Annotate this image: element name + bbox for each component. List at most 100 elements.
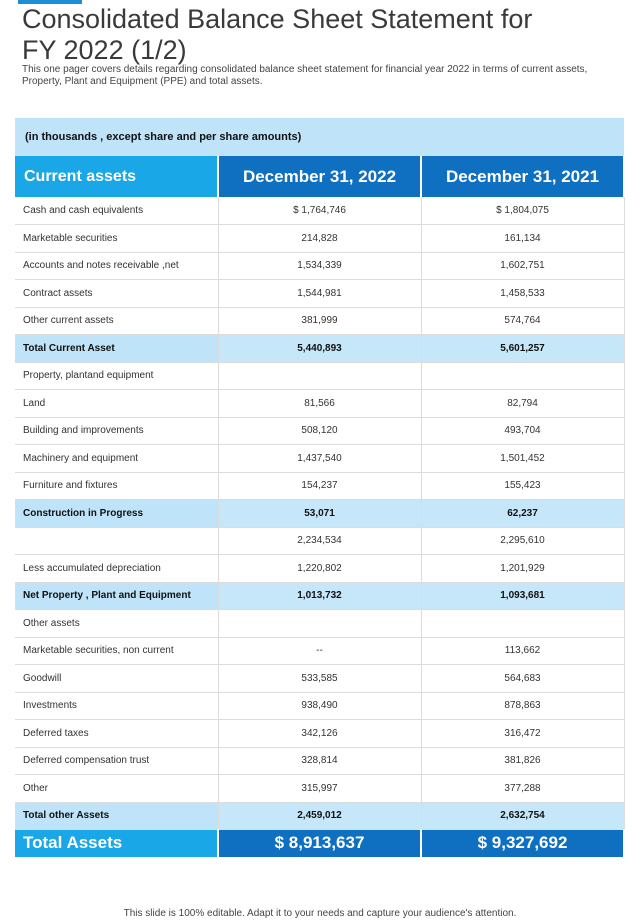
subtotal-row: Total Current Asset 5,440,893 5,601,257 [15, 334, 625, 363]
value-2022: -- [218, 637, 422, 665]
value-2022: 2,459,012 [218, 802, 422, 830]
total-assets-label: Total Assets [15, 829, 219, 857]
value-2021: 113,662 [421, 637, 625, 665]
value-2022: 214,828 [218, 224, 422, 253]
value-2021: 62,237 [421, 499, 625, 528]
subtotal-row: Total other Assets 2,459,012 2,632,754 [15, 802, 625, 830]
value-2022: 1,437,540 [218, 444, 422, 473]
table-row: Less accumulated depreciation 1,220,802 1,… [15, 554, 625, 583]
value-2021: 2,632,754 [421, 802, 625, 830]
value-2022 [218, 609, 422, 638]
value-2022: 1,534,339 [218, 252, 422, 280]
table-header-row: Current assets December 31, 2022 Decembe… [15, 156, 625, 197]
column-header-2021: December 31, 2021 [421, 156, 625, 197]
value-2022: 508,120 [218, 417, 422, 445]
value-2021: 1,093,681 [421, 582, 625, 610]
row-label: Total other Assets [15, 802, 219, 830]
table-row: Furniture and fixtures 154,237 155,423 [15, 472, 625, 500]
value-2022: 53,071 [218, 499, 422, 528]
value-2021: 564,683 [421, 664, 625, 693]
row-label: Marketable securities, non current [15, 637, 219, 665]
row-label: Land [15, 389, 219, 418]
table-body: Cash and cash equivalents $ 1,764,746 $ 1,… [15, 197, 625, 830]
table-row: Machinery and equipment 1,437,540 1,501,45… [15, 444, 625, 473]
table-row: Accounts and notes receivable ,net 1,534,… [15, 252, 625, 280]
value-2021: 493,704 [421, 417, 625, 445]
page-subtitle: This one pager covers details regarding … [22, 64, 588, 87]
table-row: Building and improvements 508,120 493,704 [15, 417, 625, 445]
value-2022: 938,490 [218, 692, 422, 720]
row-label: Cash and cash equivalents [15, 197, 219, 225]
value-2022: $ 1,764,746 [218, 197, 422, 225]
table-row: Marketable securities, non current -- 113,… [15, 637, 625, 665]
value-2021: 1,458,533 [421, 279, 625, 308]
row-label: Deferred taxes [15, 719, 219, 748]
value-2021: 155,423 [421, 472, 625, 500]
balance-sheet-table: Current assets December 31, 2022 Decembe… [15, 156, 625, 857]
title-accent-bar [18, 0, 82, 4]
value-2021: 381,826 [421, 747, 625, 775]
table-row: Property, plantand equipment [15, 362, 625, 390]
value-2022 [218, 362, 422, 390]
value-2022: 315,997 [218, 774, 422, 803]
value-2022: 381,999 [218, 307, 422, 335]
value-2022: 81,566 [218, 389, 422, 418]
value-2021: 878,863 [421, 692, 625, 720]
row-label: Property, plantand equipment [15, 362, 219, 390]
value-2022: 342,126 [218, 719, 422, 748]
table-row: Land 81,566 82,794 [15, 389, 625, 418]
row-label: Deferred compensation trust [15, 747, 219, 775]
table-row: Investments 938,490 878,863 [15, 692, 625, 720]
table-row: 2,234,534 2,295,610 [15, 527, 625, 555]
row-label: Other current assets [15, 307, 219, 335]
balance-sheet: (in thousands , except share and per sha… [15, 118, 625, 857]
table-row: Other 315,997 377,288 [15, 774, 625, 803]
value-2022: 328,814 [218, 747, 422, 775]
row-label: Furniture and fixtures [15, 472, 219, 500]
value-2021: 1,201,929 [421, 554, 625, 583]
value-2022: 5,440,893 [218, 334, 422, 363]
row-label: Accounts and notes receivable ,net [15, 252, 219, 280]
total-assets-row: Total Assets $ 8,913,637 $ 9,327,692 [15, 829, 625, 857]
table-row: Marketable securities 214,828 161,134 [15, 224, 625, 253]
value-2022: 2,234,534 [218, 527, 422, 555]
value-2021 [421, 609, 625, 638]
subtotal-row: Construction in Progress 53,071 62,237 [15, 499, 625, 528]
value-2021: 316,472 [421, 719, 625, 748]
table-row: Cash and cash equivalents $ 1,764,746 $ 1,… [15, 197, 625, 225]
value-2021: 574,764 [421, 307, 625, 335]
column-header-current-assets: Current assets [15, 156, 219, 197]
column-header-2022: December 31, 2022 [218, 156, 422, 197]
units-note: (in thousands , except share and per sha… [15, 118, 624, 156]
row-label: Building and improvements [15, 417, 219, 445]
row-label: Other assets [15, 609, 219, 638]
value-2022: 1,013,732 [218, 582, 422, 610]
row-label: Marketable securities [15, 224, 219, 253]
row-label: Construction in Progress [15, 499, 219, 528]
value-2021: 1,602,751 [421, 252, 625, 280]
row-label: Investments [15, 692, 219, 720]
page-title: Consolidated Balance Sheet Statement for… [22, 4, 533, 65]
value-2022: 154,237 [218, 472, 422, 500]
table-row: Deferred compensation trust 328,814 381,82… [15, 747, 625, 775]
row-label: Goodwill [15, 664, 219, 693]
value-2021: $ 1,804,075 [421, 197, 625, 225]
table-row: Contract assets 1,544,981 1,458,533 [15, 279, 625, 308]
value-2021: 161,134 [421, 224, 625, 253]
table-row: Goodwill 533,585 564,683 [15, 664, 625, 693]
row-label: Other [15, 774, 219, 803]
value-2021: 2,295,610 [421, 527, 625, 555]
value-2022: 533,585 [218, 664, 422, 693]
row-label: Machinery and equipment [15, 444, 219, 473]
table-row: Other assets [15, 609, 625, 638]
row-label [15, 527, 219, 555]
row-label: Less accumulated depreciation [15, 554, 219, 583]
value-2021: 5,601,257 [421, 334, 625, 363]
value-2021: 1,501,452 [421, 444, 625, 473]
total-assets-2021: $ 9,327,692 [421, 829, 625, 857]
table-row: Deferred taxes 342,126 316,472 [15, 719, 625, 748]
row-label: Net Property , Plant and Equipment [15, 582, 219, 610]
value-2021: 82,794 [421, 389, 625, 418]
table-row: Other current assets 381,999 574,764 [15, 307, 625, 335]
total-assets-2022: $ 8,913,637 [218, 829, 422, 857]
